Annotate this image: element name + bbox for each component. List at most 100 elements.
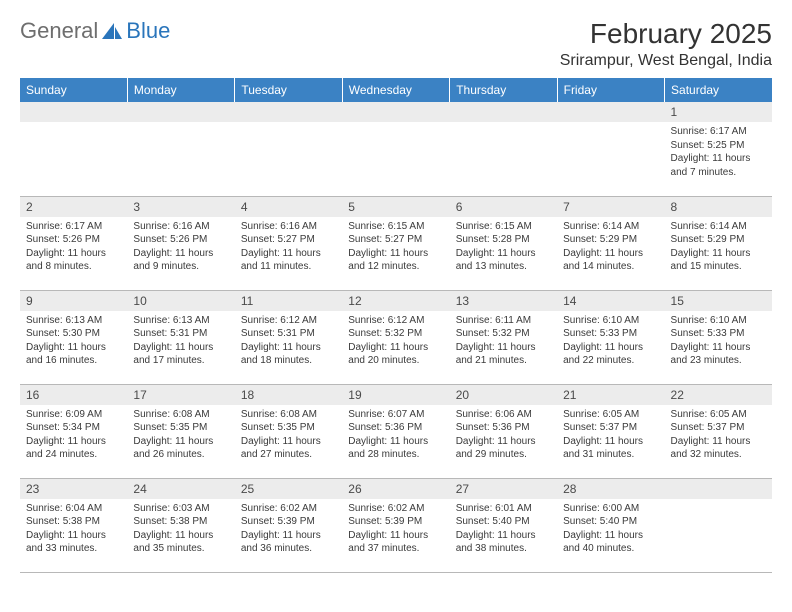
daylight-line: Daylight: 11 hours and 29 minutes.	[456, 435, 551, 462]
day-details: Sunrise: 6:02 AMSunset: 5:39 PMDaylight:…	[235, 499, 342, 560]
calendar-row: 16Sunrise: 6:09 AMSunset: 5:34 PMDayligh…	[20, 384, 772, 478]
sunset-line: Sunset: 5:32 PM	[456, 327, 551, 341]
calendar-cell: 24Sunrise: 6:03 AMSunset: 5:38 PMDayligh…	[127, 478, 234, 572]
calendar-cell: 28Sunrise: 6:00 AMSunset: 5:40 PMDayligh…	[557, 478, 664, 572]
calendar-cell: 23Sunrise: 6:04 AMSunset: 5:38 PMDayligh…	[20, 478, 127, 572]
day-details: Sunrise: 6:13 AMSunset: 5:30 PMDaylight:…	[20, 311, 127, 372]
sunrise-line: Sunrise: 6:15 AM	[456, 220, 551, 234]
sunset-line: Sunset: 5:31 PM	[133, 327, 228, 341]
daylight-line: Daylight: 11 hours and 15 minutes.	[671, 247, 766, 274]
day-details: Sunrise: 6:13 AMSunset: 5:31 PMDaylight:…	[127, 311, 234, 372]
day-number: 8	[665, 197, 772, 217]
day-details: Sunrise: 6:00 AMSunset: 5:40 PMDaylight:…	[557, 499, 664, 560]
daylight-line: Daylight: 11 hours and 26 minutes.	[133, 435, 228, 462]
day-details: Sunrise: 6:10 AMSunset: 5:33 PMDaylight:…	[557, 311, 664, 372]
empty-day	[20, 102, 127, 122]
day-number: 18	[235, 385, 342, 405]
daylight-line: Daylight: 11 hours and 36 minutes.	[241, 529, 336, 556]
weekday-header: Sunday	[20, 78, 127, 102]
sunrise-line: Sunrise: 6:16 AM	[241, 220, 336, 234]
day-number: 20	[450, 385, 557, 405]
sunrise-line: Sunrise: 6:17 AM	[671, 125, 766, 139]
sunset-line: Sunset: 5:30 PM	[26, 327, 121, 341]
calendar-cell: 25Sunrise: 6:02 AMSunset: 5:39 PMDayligh…	[235, 478, 342, 572]
calendar-cell: 5Sunrise: 6:15 AMSunset: 5:27 PMDaylight…	[342, 196, 449, 290]
sunrise-line: Sunrise: 6:12 AM	[348, 314, 443, 328]
day-number: 17	[127, 385, 234, 405]
day-details: Sunrise: 6:12 AMSunset: 5:32 PMDaylight:…	[342, 311, 449, 372]
day-number: 9	[20, 291, 127, 311]
sunset-line: Sunset: 5:35 PM	[133, 421, 228, 435]
sunset-line: Sunset: 5:34 PM	[26, 421, 121, 435]
daylight-line: Daylight: 11 hours and 23 minutes.	[671, 341, 766, 368]
day-details: Sunrise: 6:16 AMSunset: 5:26 PMDaylight:…	[127, 217, 234, 278]
weekday-header: Saturday	[665, 78, 772, 102]
weekday-header: Tuesday	[235, 78, 342, 102]
sunset-line: Sunset: 5:38 PM	[26, 515, 121, 529]
daylight-line: Daylight: 11 hours and 8 minutes.	[26, 247, 121, 274]
sunset-line: Sunset: 5:27 PM	[348, 233, 443, 247]
calendar-cell	[665, 478, 772, 572]
day-number: 11	[235, 291, 342, 311]
sunrise-line: Sunrise: 6:14 AM	[563, 220, 658, 234]
day-number: 5	[342, 197, 449, 217]
day-details: Sunrise: 6:08 AMSunset: 5:35 PMDaylight:…	[235, 405, 342, 466]
empty-day	[450, 102, 557, 122]
day-number: 12	[342, 291, 449, 311]
empty-day	[557, 102, 664, 122]
weekday-header-row: SundayMondayTuesdayWednesdayThursdayFrid…	[20, 78, 772, 102]
sunrise-line: Sunrise: 6:00 AM	[563, 502, 658, 516]
day-details: Sunrise: 6:03 AMSunset: 5:38 PMDaylight:…	[127, 499, 234, 560]
day-details: Sunrise: 6:15 AMSunset: 5:28 PMDaylight:…	[450, 217, 557, 278]
sunrise-line: Sunrise: 6:10 AM	[671, 314, 766, 328]
day-number: 6	[450, 197, 557, 217]
daylight-line: Daylight: 11 hours and 17 minutes.	[133, 341, 228, 368]
daylight-line: Daylight: 11 hours and 22 minutes.	[563, 341, 658, 368]
location: Srirampur, West Bengal, India	[560, 52, 772, 70]
sunset-line: Sunset: 5:28 PM	[456, 233, 551, 247]
day-number: 28	[557, 479, 664, 499]
sunset-line: Sunset: 5:37 PM	[563, 421, 658, 435]
calendar-cell: 21Sunrise: 6:05 AMSunset: 5:37 PMDayligh…	[557, 384, 664, 478]
day-details: Sunrise: 6:14 AMSunset: 5:29 PMDaylight:…	[665, 217, 772, 278]
calendar-cell: 4Sunrise: 6:16 AMSunset: 5:27 PMDaylight…	[235, 196, 342, 290]
daylight-line: Daylight: 11 hours and 31 minutes.	[563, 435, 658, 462]
calendar-cell: 18Sunrise: 6:08 AMSunset: 5:35 PMDayligh…	[235, 384, 342, 478]
calendar-cell: 27Sunrise: 6:01 AMSunset: 5:40 PMDayligh…	[450, 478, 557, 572]
day-number: 23	[20, 479, 127, 499]
calendar-cell: 19Sunrise: 6:07 AMSunset: 5:36 PMDayligh…	[342, 384, 449, 478]
calendar-cell	[127, 102, 234, 196]
calendar-cell: 6Sunrise: 6:15 AMSunset: 5:28 PMDaylight…	[450, 196, 557, 290]
daylight-line: Daylight: 11 hours and 24 minutes.	[26, 435, 121, 462]
day-number: 19	[342, 385, 449, 405]
calendar-cell: 8Sunrise: 6:14 AMSunset: 5:29 PMDaylight…	[665, 196, 772, 290]
sunset-line: Sunset: 5:29 PM	[671, 233, 766, 247]
sunrise-line: Sunrise: 6:07 AM	[348, 408, 443, 422]
day-details: Sunrise: 6:12 AMSunset: 5:31 PMDaylight:…	[235, 311, 342, 372]
sunrise-line: Sunrise: 6:16 AM	[133, 220, 228, 234]
day-details: Sunrise: 6:05 AMSunset: 5:37 PMDaylight:…	[557, 405, 664, 466]
sunset-line: Sunset: 5:35 PM	[241, 421, 336, 435]
calendar-cell: 1Sunrise: 6:17 AMSunset: 5:25 PMDaylight…	[665, 102, 772, 196]
logo-sail-icon	[100, 21, 124, 41]
calendar-cell: 20Sunrise: 6:06 AMSunset: 5:36 PMDayligh…	[450, 384, 557, 478]
calendar-cell: 17 Sunrise: 6:08 AMSunset: 5:35 PMDayligh…	[127, 384, 234, 478]
sunrise-line: Sunrise: 6:08 AM	[133, 408, 228, 422]
day-number: 2	[20, 197, 127, 217]
weekday-header: Monday	[127, 78, 234, 102]
daylight-line: Daylight: 11 hours and 9 minutes.	[133, 247, 228, 274]
sunrise-line: Sunrise: 6:06 AM	[456, 408, 551, 422]
day-number: 15	[665, 291, 772, 311]
daylight-line: Daylight: 11 hours and 16 minutes.	[26, 341, 121, 368]
calendar-row: 23Sunrise: 6:04 AMSunset: 5:38 PMDayligh…	[20, 478, 772, 572]
daylight-line: Daylight: 11 hours and 33 minutes.	[26, 529, 121, 556]
logo-text-blue: Blue	[126, 18, 170, 44]
calendar-cell: 13Sunrise: 6:11 AMSunset: 5:32 PMDayligh…	[450, 290, 557, 384]
weekday-header: Wednesday	[342, 78, 449, 102]
day-details: Sunrise: 6:04 AMSunset: 5:38 PMDaylight:…	[20, 499, 127, 560]
day-details: Sunrise: 6:01 AMSunset: 5:40 PMDaylight:…	[450, 499, 557, 560]
calendar-cell: 11Sunrise: 6:12 AMSunset: 5:31 PMDayligh…	[235, 290, 342, 384]
calendar-cell	[235, 102, 342, 196]
daylight-line: Daylight: 11 hours and 40 minutes.	[563, 529, 658, 556]
empty-day	[342, 102, 449, 122]
